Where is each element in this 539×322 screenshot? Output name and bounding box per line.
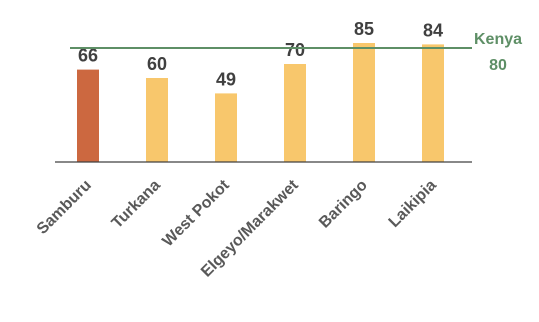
- bar-turkana: [146, 78, 168, 162]
- bar-elgeyo-marakwet: [284, 64, 306, 162]
- reference-line-name: Kenya: [474, 31, 522, 48]
- value-label: 49: [216, 69, 236, 89]
- value-label: 84: [423, 20, 443, 40]
- bar-baringo: [353, 43, 375, 162]
- value-label: 85: [354, 19, 374, 39]
- value-label: 60: [147, 54, 167, 74]
- bars-group: [77, 43, 444, 162]
- category-label: Laikipia: [386, 177, 440, 231]
- bar-west-pokot: [215, 93, 237, 162]
- category-label: Baringo: [316, 177, 371, 232]
- value-labels-group: 66 60 49 70 85 84: [78, 19, 443, 89]
- category-label: Samburu: [34, 177, 95, 238]
- bar-laikipia: [422, 44, 444, 162]
- category-label: Turkana: [109, 177, 164, 232]
- bar-samburu: [77, 69, 99, 162]
- value-label: 70: [285, 40, 305, 60]
- category-label: West Pokot: [159, 176, 233, 250]
- value-label: 66: [78, 46, 98, 66]
- reference-line-value: 80: [489, 57, 507, 74]
